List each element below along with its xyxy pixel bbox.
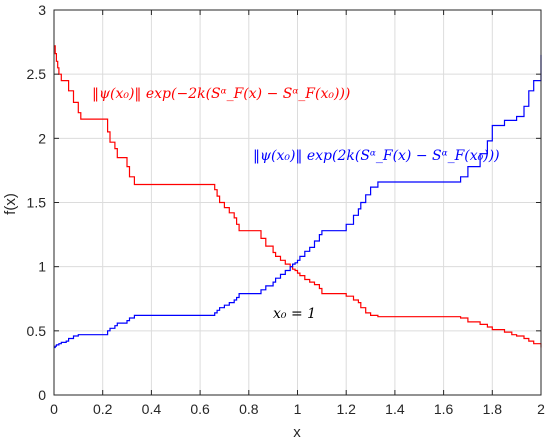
grid [54, 10, 541, 395]
x-tick-label: 1.4 [385, 401, 405, 417]
annotation-red-formula: ‖ψ(x₀)‖ exp(−2k(Sᵅ_F(x) − Sᵅ_F(x₀))) [92, 86, 350, 102]
y-tick-label: 0.5 [27, 323, 47, 339]
x-tick-label: 0.4 [142, 401, 162, 417]
tick-labels: 0 0.2 0.4 0.6 0.8 1 1.2 1.4 1.6 1.8 2 0 0.5 1 1.5 2 2.5 3 [27, 2, 546, 417]
x-tick-label: 2 [537, 401, 545, 417]
x-tick-label: 1.8 [483, 401, 503, 417]
annotation-blue-formula: ‖ψ(x₀)‖ exp(2k(Sᵅ_F(x) − Sᵅ_F(x₀))) [253, 148, 500, 164]
y-tick-label: 2.5 [27, 66, 47, 82]
x-tick-label: 1 [294, 401, 302, 417]
x-tick-label: 1.2 [336, 401, 356, 417]
x-tick-label: 0.8 [239, 401, 259, 417]
y-axis-label: f(x) [2, 193, 19, 215]
y-tick-label: 3 [38, 2, 46, 18]
ticks [53, 9, 542, 396]
y-tick-label: 2 [38, 130, 46, 146]
x-tick-label: 0.6 [190, 401, 210, 417]
x-axis-label: x [293, 424, 301, 441]
x-tick-label: 0 [50, 401, 58, 417]
y-tick-label: 1 [38, 259, 46, 275]
x-tick-label: 1.6 [434, 401, 454, 417]
annotation-x0: x₀ = 1 [273, 306, 316, 322]
series-line-red [54, 45, 542, 348]
series-layer [54, 45, 542, 349]
y-tick-label: 1.5 [27, 195, 47, 211]
y-tick-label: 0 [38, 387, 46, 403]
series-line-blue [54, 54, 542, 349]
x-tick-label: 0.2 [93, 401, 113, 417]
